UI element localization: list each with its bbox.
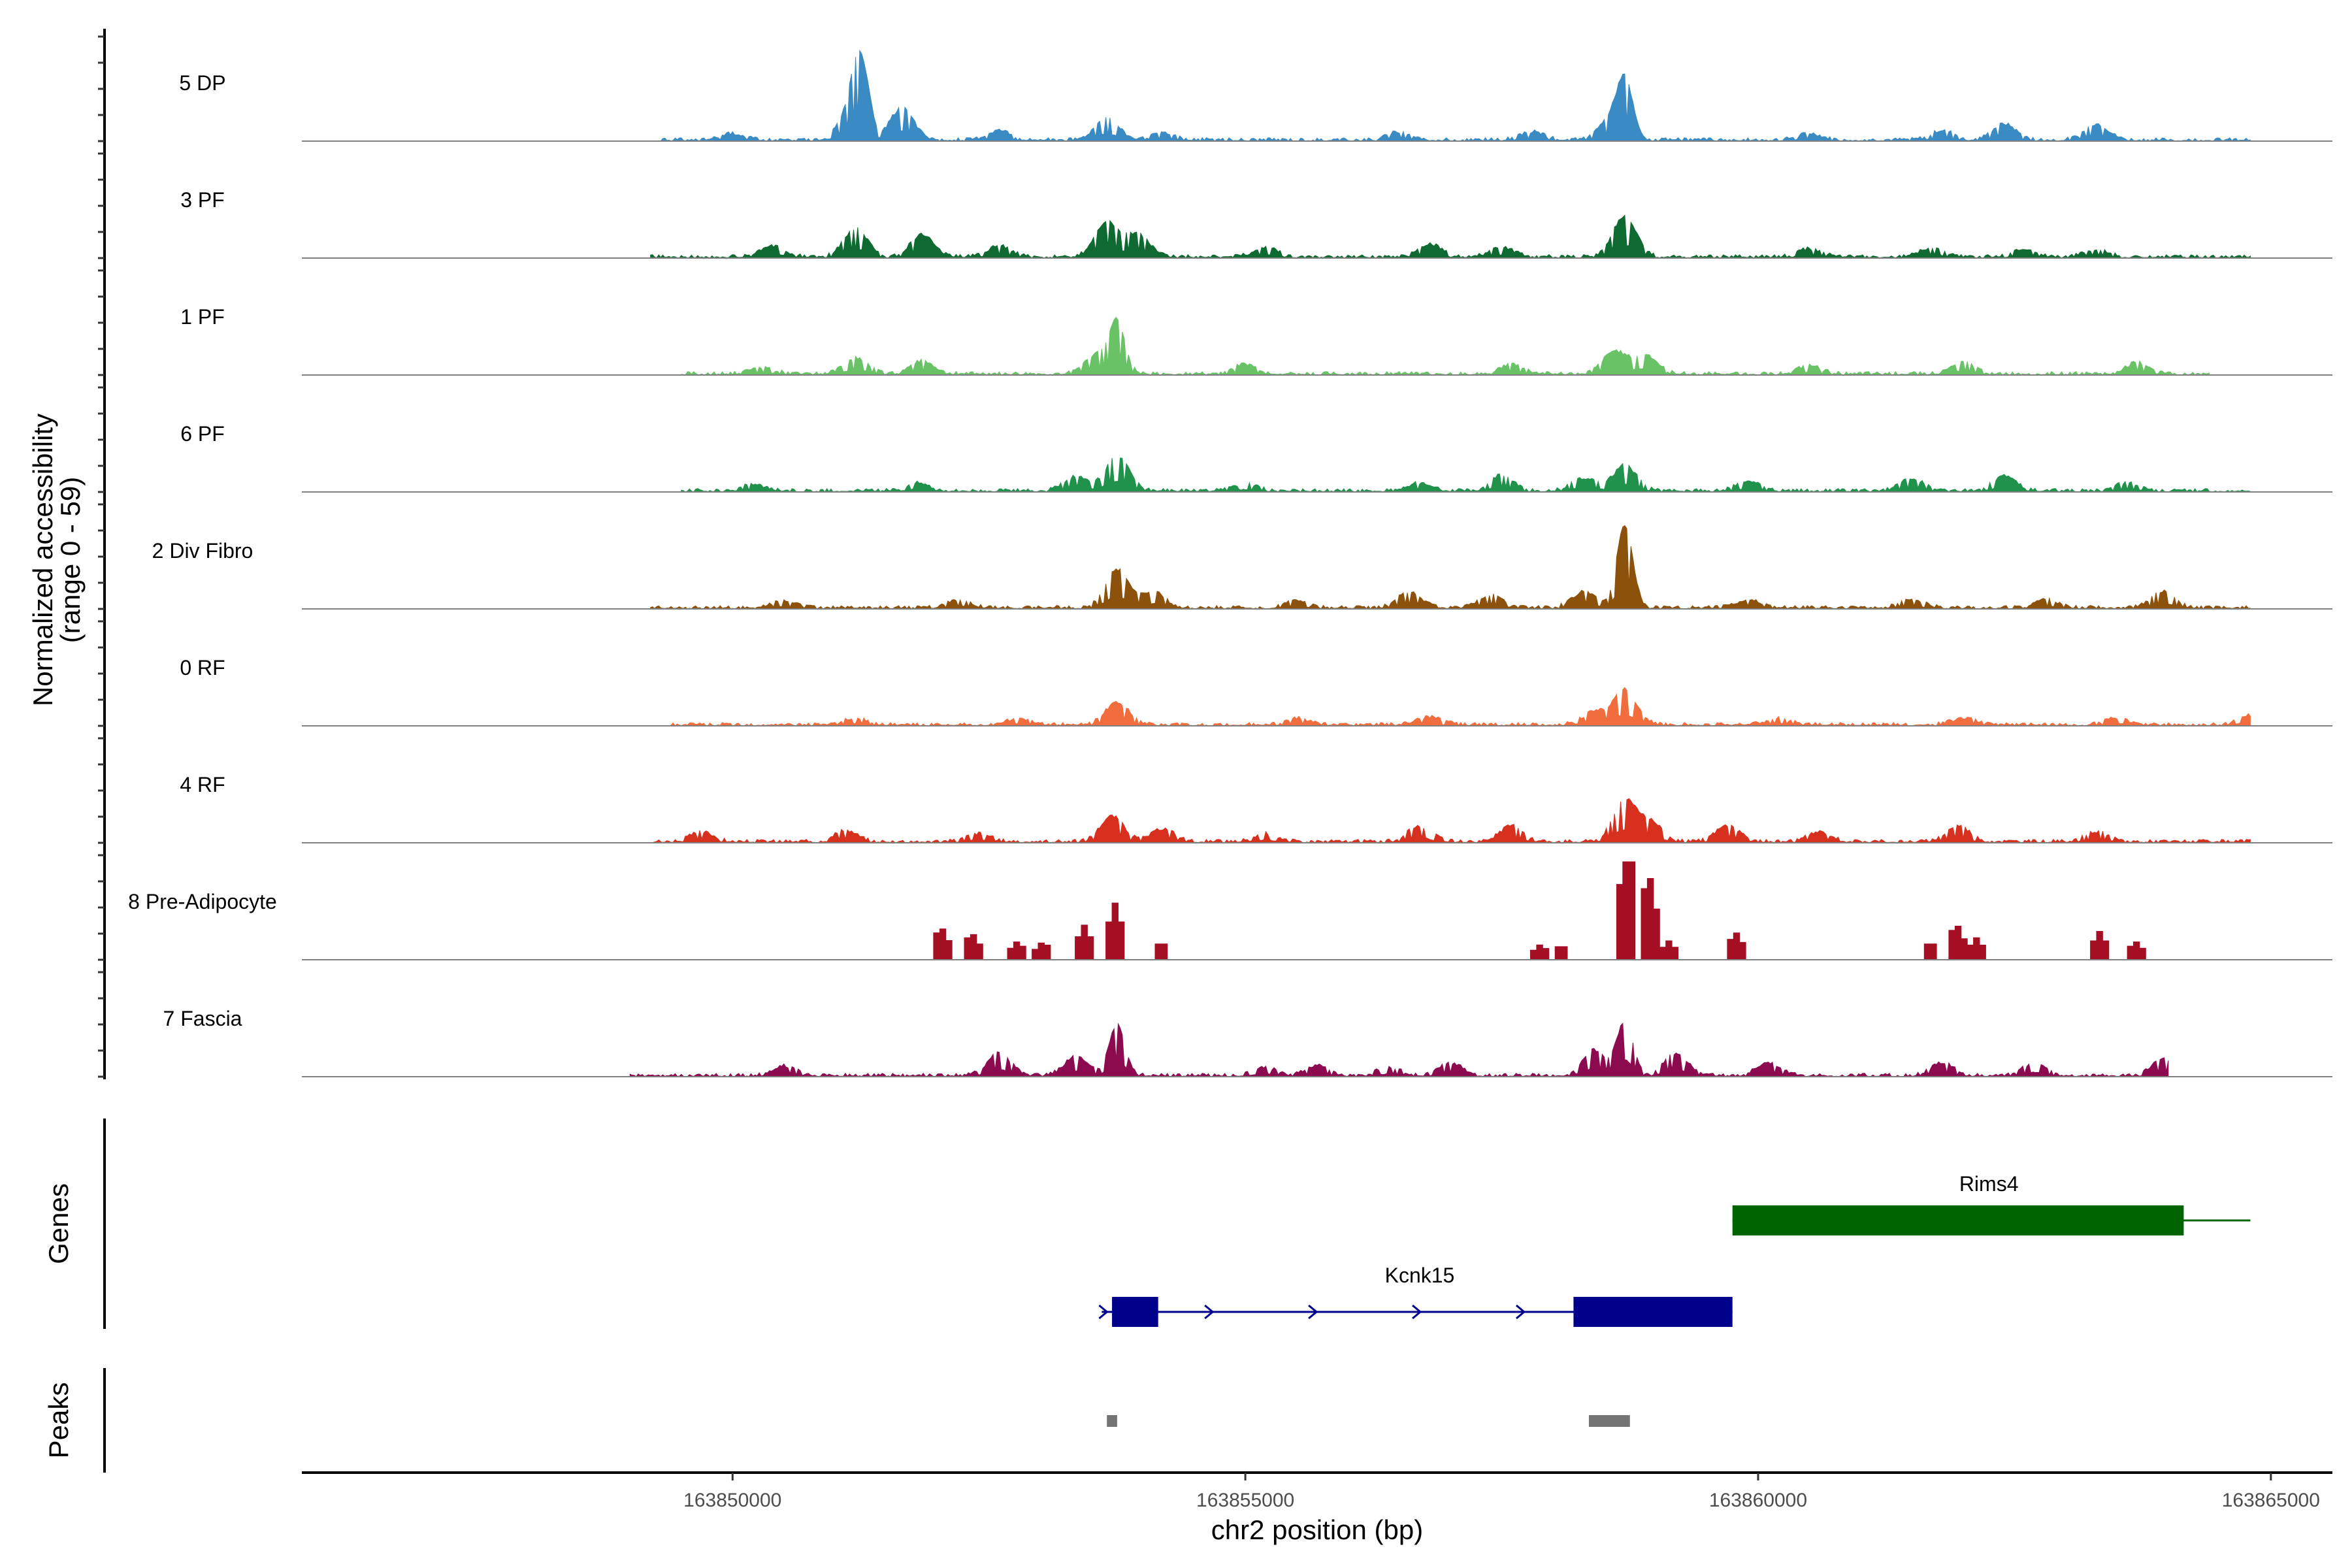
track-6-pf: 6 PF [180,422,2332,493]
track-label: 3 PF [180,188,225,212]
genes-panel-label: Genes [43,1183,74,1264]
gene-annotations: Rims4 Kcnk15 [1098,1172,2251,1327]
peak-region [1588,1415,1630,1427]
track-label: 5 DP [179,71,225,95]
track-1-pf: 1 PF [180,305,2332,376]
gene-kcnk15: Kcnk15 [1098,1264,1733,1327]
gene-exon [1732,1205,2184,1235]
track-7-fascia: 7 Fascia [163,1007,2332,1077]
track-label: 7 Fascia [163,1007,242,1030]
strand-arrow [1308,1304,1318,1320]
peak-region [1107,1415,1117,1427]
track-3-pf: 3 PF [180,188,2332,259]
x-tick-label: 163860000 [1709,1490,1807,1511]
coverage-area [681,457,2251,493]
coverage-area [650,214,2251,259]
x-axis-title: chr2 position (bp) [1211,1514,1424,1545]
gene-name: Rims4 [1959,1172,2019,1196]
coverage-area [670,687,2251,727]
strand-arrow [1412,1304,1422,1320]
track-4-rf: 4 RF [180,773,2332,843]
track-0-rf: 0 RF [180,656,2332,727]
strand-arrow [1204,1304,1215,1320]
track-label: 4 RF [180,773,225,796]
track-2-div-fibro: 2 Div Fibro [152,525,2332,610]
strand-arrow [1515,1304,1526,1320]
x-tick-label: 163855000 [1196,1490,1294,1511]
track-label: 2 Div Fibro [152,539,253,563]
track-label: 8 Pre-Adipocyte [128,890,277,913]
x-tick-label: 163865000 [2222,1490,2320,1511]
peak-regions [1107,1415,1630,1427]
track-label: 1 PF [180,305,225,329]
gene-name: Kcnk15 [1385,1264,1455,1287]
coverage-tracks: 5 DP 3 PF 1 PF 6 PF 2 Div Fibro 0 RF 4 RF 8 Pre… [128,49,2332,1077]
track-5-dp: 5 DP [179,49,2332,142]
coverage-y-ticks [98,35,105,1078]
track-label: 6 PF [180,422,225,446]
gene-rims4: Rims4 [1732,1172,2251,1235]
track-label: 0 RF [180,656,225,679]
x-tick-label: 163850000 [683,1490,781,1511]
y-axis-range: (range 0 - 59) [55,477,86,643]
strand-arrow [1098,1304,1109,1320]
coverage-area [629,1022,2169,1077]
track-8-pre-adipocyte: 8 Pre-Adipocyte [128,861,2332,960]
coverage-area [650,798,2251,843]
y-axis-title: Normalized accessibility [27,414,58,706]
peaks-panel-label: Peaks [43,1382,74,1459]
gene-exon [1112,1297,1158,1327]
gene-exon [1573,1297,1733,1327]
x-axis-ticks: 163850000 163855000 163860000 163865000 [683,1473,2320,1511]
coverage-area [650,525,2251,610]
